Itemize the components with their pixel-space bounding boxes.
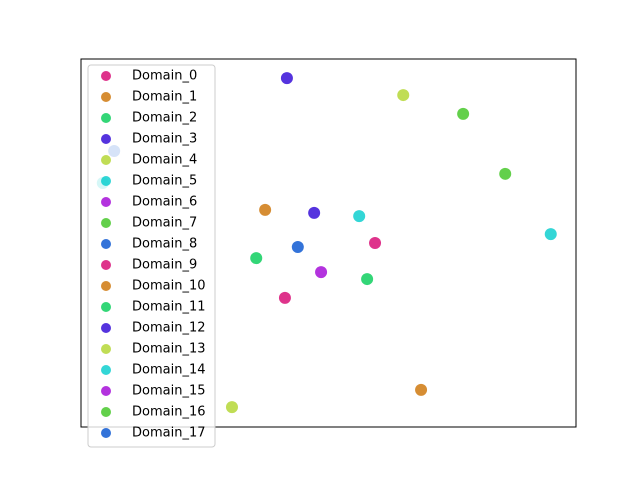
legend-box [87, 64, 216, 448]
legend-label: Domain_1 [132, 90, 197, 105]
point [499, 167, 512, 180]
legend-marker [101, 134, 111, 144]
point [278, 291, 291, 304]
legend-label: Domain_8 [132, 237, 197, 252]
legend-label: Domain_17 [132, 426, 206, 441]
legend-label: Domain_10 [132, 279, 206, 294]
legend-marker [101, 197, 111, 207]
legend-marker [101, 218, 111, 228]
axes-frame [80, 58, 577, 428]
legend-label: Domain_12 [132, 321, 206, 336]
legend-label: Domain_3 [132, 132, 197, 147]
legend-label: Domain_14 [132, 363, 206, 378]
point [361, 273, 374, 286]
legend-marker [101, 344, 111, 354]
point [225, 401, 238, 414]
legend-label: Domain_6 [132, 195, 197, 210]
legend-marker [101, 113, 111, 123]
legend-marker [101, 428, 111, 438]
point [397, 89, 410, 102]
legend-label: Domain_0 [132, 69, 197, 84]
point [457, 107, 470, 120]
point [291, 241, 304, 254]
legend-marker [101, 323, 111, 333]
point [259, 203, 272, 216]
legend-label: Domain_15 [132, 384, 206, 399]
legend-marker [101, 239, 111, 249]
legend-label: Domain_5 [132, 174, 197, 189]
legend-marker [101, 176, 111, 186]
legend-label: Domain_13 [132, 342, 206, 357]
point [544, 228, 557, 241]
legend-label: Domain_2 [132, 111, 197, 126]
point [308, 206, 321, 219]
point [353, 210, 366, 223]
point [280, 72, 293, 85]
legend-label: Domain_11 [132, 300, 206, 315]
legend-label: Domain_16 [132, 405, 206, 420]
legend-label: Domain_9 [132, 258, 197, 273]
legend-marker [101, 71, 111, 81]
point [369, 237, 382, 249]
legend-label: Domain_4 [132, 153, 197, 168]
point [315, 266, 328, 279]
legend-label: Domain_7 [132, 216, 197, 231]
legend-marker [101, 407, 111, 417]
legend-marker [101, 365, 111, 375]
legend-marker [101, 92, 111, 102]
point [250, 252, 263, 265]
legend-marker [101, 302, 111, 312]
legend: Domain_0 Domain_1 Domain_2 Domain_3 Domain_4… [87, 64, 216, 448]
legend-marker [101, 281, 111, 291]
legend-marker [101, 155, 111, 165]
legend-marker [101, 260, 111, 270]
point [415, 383, 428, 396]
legend-marker [101, 386, 111, 396]
